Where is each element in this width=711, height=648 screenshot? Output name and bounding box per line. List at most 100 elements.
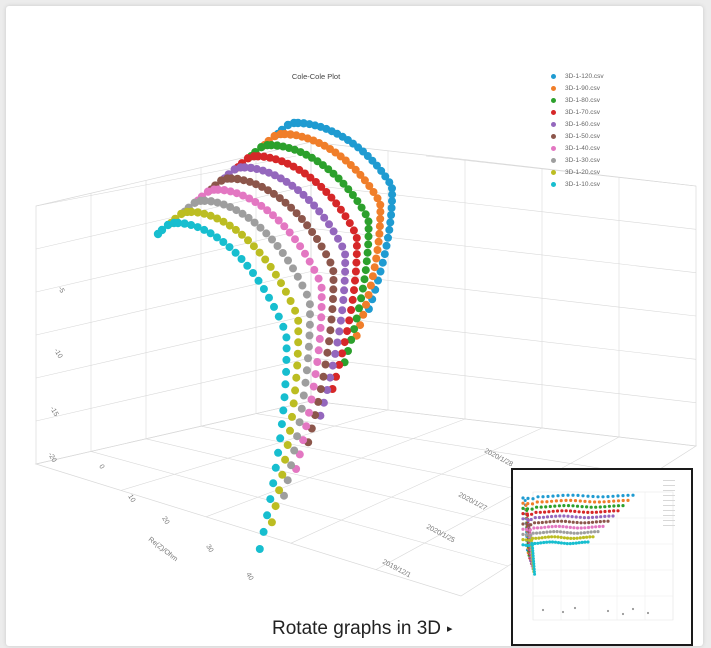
preview-point — [556, 541, 561, 545]
preview-point — [559, 535, 563, 539]
preview-point — [536, 541, 540, 545]
preview-point — [552, 519, 556, 523]
preview-legend-line — [663, 495, 675, 496]
data-point — [317, 242, 326, 251]
legend-item[interactable]: 3D-1-10.csv — [551, 178, 604, 190]
data-point — [388, 197, 396, 206]
preview-point — [612, 504, 616, 508]
data-point — [258, 182, 266, 191]
data-point — [339, 179, 348, 188]
preview-point — [531, 546, 535, 550]
data-point — [245, 194, 254, 203]
data-point — [259, 285, 268, 293]
data-point — [289, 264, 297, 273]
data-point — [351, 165, 360, 174]
data-point — [306, 173, 315, 182]
data-point — [324, 165, 333, 174]
preview-point — [572, 531, 576, 535]
data-point — [244, 236, 252, 245]
preview-point — [566, 514, 570, 518]
data-point — [298, 281, 307, 290]
data-point — [283, 441, 292, 449]
preview-point — [541, 530, 546, 535]
data-point — [281, 380, 290, 389]
data-point — [295, 450, 304, 459]
data-point — [213, 198, 222, 207]
legend-item[interactable]: 3D-1-30.csv — [551, 154, 604, 166]
data-point — [314, 397, 323, 406]
data-point — [358, 284, 367, 293]
preview-legend-line — [663, 490, 675, 491]
preview-point — [521, 506, 525, 510]
data-point — [239, 176, 248, 185]
data-point — [332, 372, 340, 381]
data-point — [206, 211, 215, 220]
chart-legend[interactable]: 3D-1-120.csv 3D-1-90.csv 3D-1-80.csv 3D-1-7… — [551, 70, 604, 190]
legend-marker — [551, 97, 556, 103]
data-point — [249, 269, 257, 277]
grid-plane — [532, 491, 674, 621]
data-point — [271, 270, 280, 279]
preview-point — [531, 551, 535, 555]
preview-point — [575, 531, 580, 535]
data-point — [305, 300, 314, 309]
preview-point — [554, 524, 558, 528]
legend-item[interactable]: 3D-1-80.csv — [551, 94, 604, 106]
data-point — [271, 502, 280, 511]
data-point — [374, 237, 383, 246]
data-point — [294, 316, 303, 325]
preview-point — [559, 541, 563, 545]
data-point — [322, 250, 331, 259]
grid-line — [375, 436, 620, 570]
preview-point — [521, 512, 525, 516]
legend-item[interactable]: 3D-1-20.csv — [551, 166, 604, 178]
legend-item[interactable]: 3D-1-60.csv — [551, 118, 604, 130]
preview-point — [521, 501, 525, 505]
preview-point — [616, 504, 621, 508]
legend-marker — [551, 181, 556, 187]
data-point — [187, 221, 196, 229]
preview-point — [565, 542, 569, 546]
preview-point — [589, 530, 593, 534]
data-point — [301, 249, 309, 258]
rotate-caption[interactable]: Rotate graphs in 3D ▸ — [272, 618, 453, 640]
preview-point — [577, 510, 581, 514]
data-point — [213, 185, 223, 194]
legend-item[interactable]: 3D-1-70.csv — [551, 106, 604, 118]
data-point — [385, 225, 394, 234]
data-point — [271, 463, 280, 472]
preview-point — [598, 520, 602, 524]
data-point — [302, 422, 311, 431]
x-tick-label: 20 — [160, 516, 170, 526]
preview-point — [543, 525, 547, 529]
legend-item[interactable]: 3D-1-90.csv — [551, 82, 604, 94]
data-point — [388, 184, 396, 193]
legend-item[interactable]: 3D-1-120.csv — [551, 70, 604, 82]
preview-point — [579, 531, 583, 535]
data-point — [256, 223, 265, 232]
grid-line — [120, 409, 389, 491]
preview-point — [523, 499, 527, 502]
data-point — [193, 208, 202, 217]
data-point — [266, 495, 275, 504]
preview-point — [616, 494, 620, 498]
preview-point — [565, 525, 569, 529]
preview-point — [535, 500, 539, 504]
legend-item[interactable]: 3D-1-50.csv — [551, 130, 604, 142]
data-point — [328, 305, 337, 314]
legend-item[interactable]: 3D-1-40.csv — [551, 142, 604, 154]
preview-point — [581, 494, 585, 498]
preview-point — [575, 526, 580, 530]
preview-legend-line — [663, 520, 675, 521]
data-point — [291, 306, 300, 315]
rotated-preview-thumbnail[interactable] — [511, 468, 693, 646]
legend-marker — [551, 157, 556, 163]
preview-point — [530, 507, 534, 511]
3d-scatter-plot[interactable]: -5-10-15-20010203040Re(Z)/Ohm2019/12/120… — [6, 6, 703, 646]
data-point — [287, 203, 296, 212]
data-point — [335, 360, 344, 369]
data-point — [316, 385, 325, 394]
preview-point — [543, 535, 547, 539]
data-point — [274, 312, 283, 321]
data-point — [357, 203, 366, 212]
